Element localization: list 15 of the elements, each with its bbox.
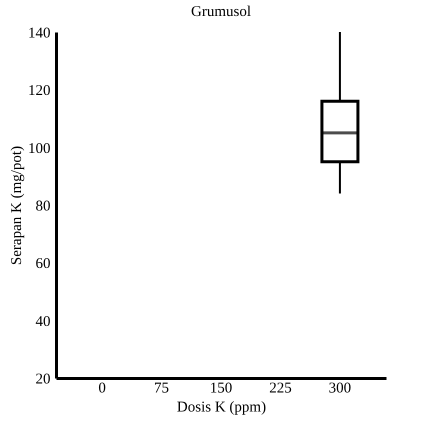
x-tick-label: 225: [269, 380, 292, 396]
chart-title: Grumusol: [191, 4, 251, 20]
x-tick-label: 75: [154, 380, 170, 396]
x-tick-label: 150: [210, 380, 232, 396]
y-tick-label: 80: [36, 198, 50, 214]
y-tick-label: 60: [36, 256, 50, 272]
x-axis-title: Dosis K (ppm): [176, 400, 266, 416]
x-tick-label: 300: [328, 380, 352, 396]
y-tick-label: 40: [36, 314, 50, 330]
x-tick-label: 0: [98, 380, 106, 396]
y-tick-label: 20: [36, 372, 50, 388]
y-tick-label: 100: [28, 140, 50, 157]
y-axis-title: Serapan K (mg/pot): [9, 146, 25, 266]
y-tick-label: 120: [28, 83, 50, 100]
y-tick-label: 140: [28, 26, 50, 42]
